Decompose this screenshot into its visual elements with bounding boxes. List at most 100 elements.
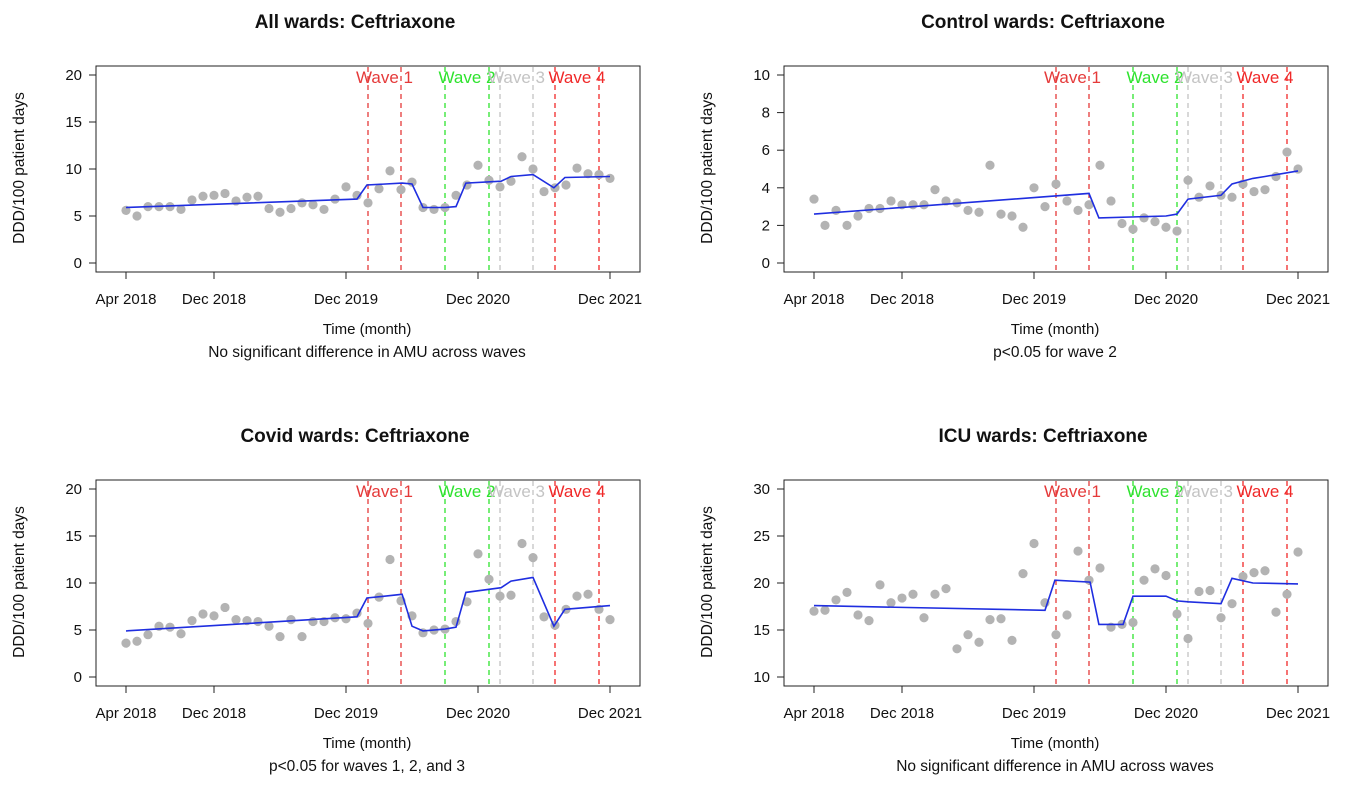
data-point bbox=[385, 166, 395, 176]
wave-label: Wave 4 bbox=[548, 68, 605, 87]
data-point bbox=[1150, 564, 1160, 574]
data-point bbox=[985, 160, 995, 170]
y-tick-label: 2 bbox=[762, 217, 770, 234]
data-point bbox=[506, 590, 516, 600]
wave-label: Wave 3 bbox=[488, 68, 545, 87]
data-point bbox=[1150, 217, 1160, 227]
x-tick-label: Dec 2019 bbox=[1002, 291, 1066, 308]
data-point bbox=[528, 164, 538, 174]
data-point bbox=[1051, 630, 1061, 640]
data-point bbox=[897, 593, 907, 603]
data-point bbox=[919, 613, 929, 623]
data-point bbox=[853, 211, 863, 221]
y-tick-label: 0 bbox=[74, 669, 82, 686]
data-point bbox=[875, 580, 885, 590]
x-tick-label: Dec 2018 bbox=[182, 291, 246, 308]
data-point bbox=[429, 204, 439, 215]
y-tick-label: 20 bbox=[753, 575, 770, 592]
x-axis-label: Time (month) bbox=[323, 735, 412, 752]
y-axis-label: DDD/100 patient days bbox=[699, 92, 716, 244]
data-point bbox=[1073, 546, 1083, 556]
data-point bbox=[330, 194, 340, 204]
y-tick-label: 8 bbox=[762, 105, 770, 122]
data-point bbox=[1161, 570, 1171, 581]
data-point bbox=[484, 574, 494, 584]
data-point bbox=[385, 554, 395, 565]
data-point bbox=[941, 584, 951, 594]
data-point bbox=[919, 200, 929, 210]
x-tick-label: Dec 2019 bbox=[314, 705, 378, 722]
data-point bbox=[220, 602, 230, 613]
data-point bbox=[864, 616, 874, 626]
data-point bbox=[831, 595, 841, 605]
data-point bbox=[820, 220, 830, 230]
data-point bbox=[308, 200, 318, 210]
x-tick-label: Apr 2018 bbox=[96, 705, 157, 722]
wave-label: Wave 4 bbox=[1236, 68, 1293, 87]
data-point bbox=[539, 186, 549, 197]
data-point bbox=[198, 609, 208, 619]
data-point bbox=[495, 182, 505, 192]
y-tick-label: 5 bbox=[74, 622, 82, 639]
wave-label: Wave 1 bbox=[1044, 68, 1101, 87]
y-tick-label: 15 bbox=[753, 622, 770, 639]
data-point bbox=[1183, 175, 1193, 185]
wave-label: Wave 2 bbox=[438, 482, 495, 501]
data-point bbox=[341, 182, 351, 192]
chart-title: Covid wards: Ceftriaxone bbox=[240, 426, 469, 447]
data-point bbox=[473, 160, 483, 170]
x-tick-label: Dec 2020 bbox=[1134, 705, 1198, 722]
data-point bbox=[996, 209, 1006, 219]
chart-covid-wards: Covid wards: Ceftriaxone DDD/100 patient… bbox=[11, 426, 642, 775]
data-point bbox=[1007, 211, 1017, 221]
data-point bbox=[820, 605, 830, 615]
data-point bbox=[1161, 222, 1171, 232]
data-point bbox=[352, 190, 362, 200]
data-point bbox=[220, 188, 230, 199]
wave-label: Wave 1 bbox=[1044, 482, 1101, 501]
y-tick-label: 4 bbox=[762, 180, 770, 197]
data-point bbox=[539, 612, 549, 622]
data-point bbox=[165, 622, 175, 632]
data-point bbox=[1205, 585, 1215, 596]
data-point bbox=[132, 636, 142, 646]
data-point bbox=[1238, 571, 1248, 582]
chart-icu-wards: ICU wards: Ceftriaxone DDD/100 patient d… bbox=[699, 426, 1330, 775]
x-tick-label: Dec 2018 bbox=[870, 705, 934, 722]
data-point bbox=[930, 589, 940, 599]
data-point bbox=[517, 152, 527, 162]
data-point bbox=[275, 207, 285, 217]
wave-label: Wave 4 bbox=[548, 482, 605, 501]
data-point bbox=[121, 638, 131, 648]
y-tick-label: 10 bbox=[65, 161, 82, 178]
data-point bbox=[908, 589, 918, 599]
x-tick-label: Dec 2020 bbox=[446, 705, 510, 722]
chart-control-wards: Control wards: Ceftriaxone DDD/100 patie… bbox=[699, 12, 1330, 361]
data-point bbox=[1128, 617, 1138, 628]
chart-all-wards: All wards: Ceftriaxone DDD/100 patient d… bbox=[11, 12, 642, 361]
data-point bbox=[308, 616, 318, 627]
wave-label: Wave 1 bbox=[356, 68, 413, 87]
data-point bbox=[363, 198, 373, 208]
data-point bbox=[1018, 569, 1028, 579]
data-point bbox=[363, 618, 373, 629]
y-axis-label: DDD/100 patient days bbox=[699, 506, 716, 658]
data-point bbox=[583, 169, 593, 179]
data-point bbox=[963, 205, 973, 215]
data-point bbox=[583, 589, 593, 599]
chart-title: All wards: Ceftriaxone bbox=[255, 12, 456, 33]
fitted-line bbox=[125, 173, 611, 209]
data-point bbox=[1227, 192, 1237, 202]
chart-caption: p<0.05 for wave 2 bbox=[993, 344, 1117, 361]
x-tick-label: Apr 2018 bbox=[784, 291, 845, 308]
data-point bbox=[930, 185, 940, 195]
data-point bbox=[341, 614, 351, 624]
data-point bbox=[451, 190, 461, 200]
data-point bbox=[1007, 635, 1017, 645]
data-point bbox=[886, 196, 896, 206]
data-point bbox=[952, 644, 962, 654]
data-point bbox=[187, 195, 197, 205]
data-point bbox=[1029, 183, 1039, 193]
x-tick-label: Apr 2018 bbox=[96, 291, 157, 308]
data-point bbox=[253, 616, 263, 627]
